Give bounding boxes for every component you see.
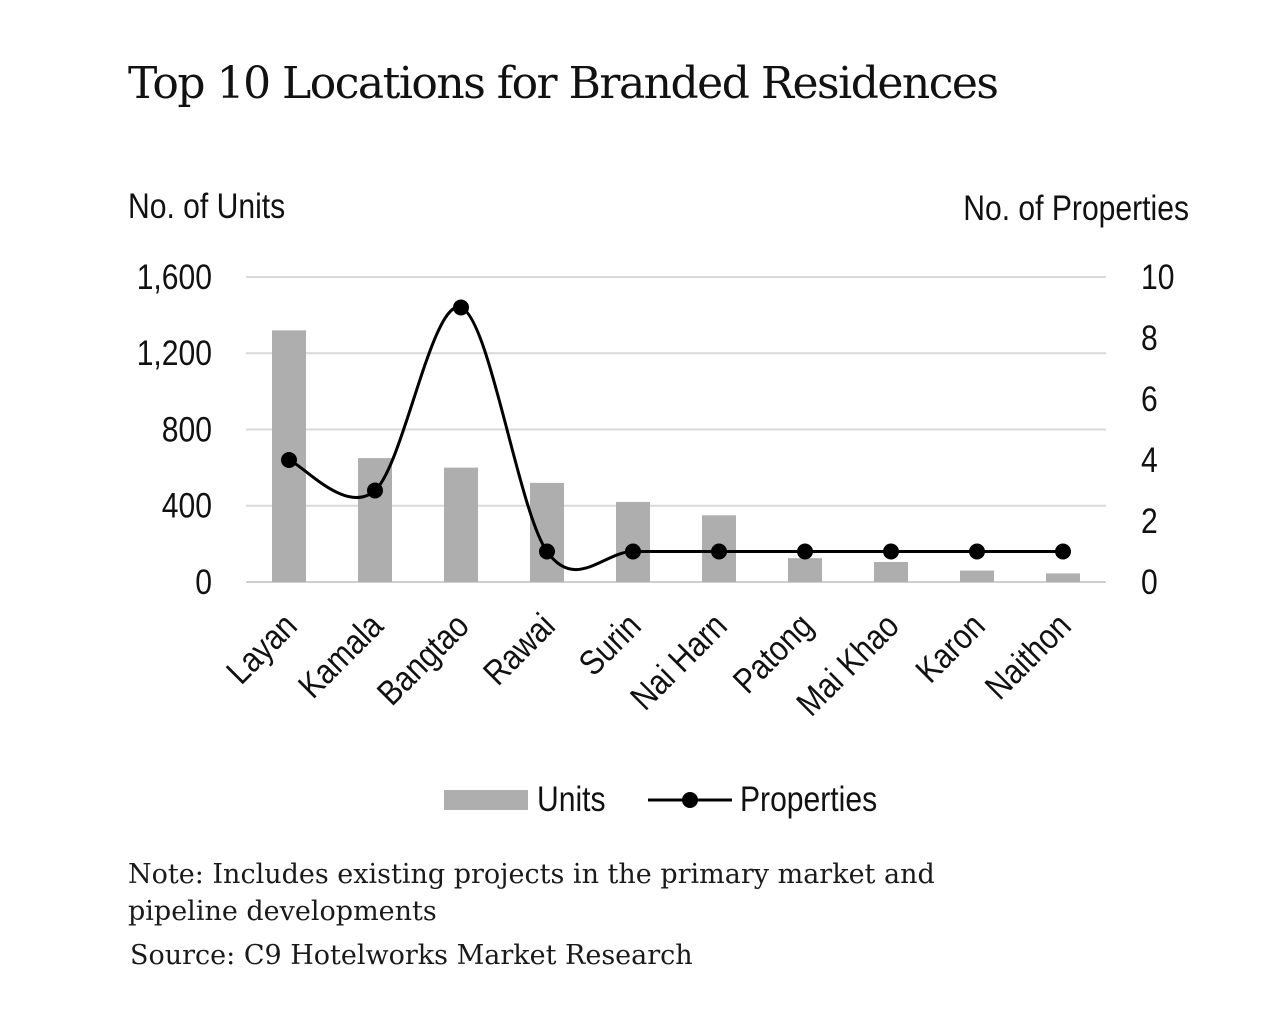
- x-tick-label: Naithon: [977, 605, 1078, 706]
- chart-title: Top 10 Locations for Branded Residences: [128, 58, 999, 109]
- chart-source: Source: C9 Hotelworks Market Research: [130, 940, 693, 971]
- properties-point: [453, 299, 469, 316]
- y-right-tick-label: 10: [1141, 257, 1174, 297]
- y-left-tick-label: 400: [162, 486, 212, 526]
- y-right-tick-label: 4: [1141, 440, 1158, 480]
- y-right-axis-label: No. of Properties: [963, 188, 1189, 228]
- properties-point: [797, 543, 813, 560]
- properties-line: [281, 299, 1071, 572]
- properties-point: [969, 543, 985, 560]
- y-right-tick-label: 8: [1141, 318, 1158, 358]
- units-bar: [874, 561, 908, 582]
- units-bar: [530, 482, 564, 582]
- units-bar: [616, 501, 650, 582]
- properties-point: [367, 482, 383, 499]
- properties-point: [883, 543, 899, 560]
- x-tick-label: Nai Harn: [622, 605, 734, 717]
- units-bar: [358, 458, 392, 582]
- units-bar: [788, 558, 822, 582]
- y-right-tick-label: 6: [1141, 379, 1158, 419]
- y-left-tick-label: 1,600: [137, 257, 212, 297]
- y-right-tick-label: 0: [1141, 562, 1158, 602]
- legend: Units Properties: [444, 779, 877, 819]
- legend-properties-label: Properties: [740, 779, 877, 819]
- y-left-tick-label: 0: [195, 562, 212, 602]
- y-left-axis-label: No. of Units: [128, 186, 285, 226]
- units-bar: [444, 467, 478, 582]
- y-left-tick-label: 800: [162, 409, 212, 449]
- properties-point: [539, 543, 555, 560]
- properties-point: [625, 543, 641, 560]
- properties-line-path: [288, 305, 1063, 572]
- properties-point: [1055, 543, 1071, 560]
- x-tick-label: Surin: [571, 605, 649, 683]
- units-bar: [1046, 573, 1080, 582]
- properties-point: [711, 543, 727, 560]
- y-right-tick-label: 2: [1141, 501, 1158, 541]
- chart-note: Note: Includes existing projects in the …: [128, 859, 935, 927]
- x-tick-label: Rawai: [475, 605, 562, 692]
- y-left-tick-label: 1,200: [137, 333, 212, 373]
- legend-units-label: Units: [537, 779, 606, 819]
- x-tick-label: Bangtao: [369, 605, 476, 712]
- legend-units-swatch: [444, 790, 528, 810]
- properties-point: [281, 452, 297, 468]
- chart-area: No. of Units No. of Properties 0 400 800 1,…: [128, 186, 1189, 819]
- units-bar: [960, 570, 994, 582]
- legend-properties-marker: [682, 792, 698, 808]
